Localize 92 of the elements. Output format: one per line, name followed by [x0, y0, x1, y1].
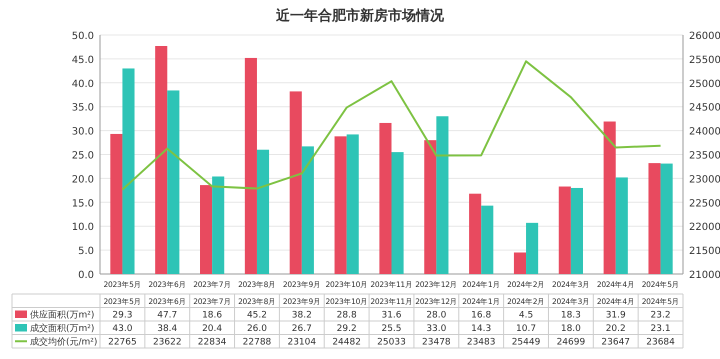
data-label: 18.6: [202, 310, 222, 320]
bar: [155, 46, 168, 274]
data-label: 16.8: [471, 310, 492, 320]
bar: [110, 134, 122, 274]
data-label: 31.9: [606, 310, 626, 320]
legend-label: 供应面积(万m²): [30, 310, 94, 320]
data-label: 18.0: [560, 324, 582, 334]
bar: [290, 91, 302, 274]
data-label: 25.5: [381, 324, 402, 334]
data-label: 26.0: [246, 324, 268, 334]
data-label: 4.5: [518, 310, 534, 320]
y2-tick-label: 21500: [689, 246, 720, 258]
bar: [302, 146, 314, 274]
data-label: 28.8: [336, 310, 357, 320]
bar: [379, 122, 392, 274]
y-tick-label: 50.0: [72, 31, 94, 42]
bar: [256, 150, 270, 274]
data-label: 20.2: [606, 324, 626, 334]
y2-tick-label: 26000: [689, 31, 720, 42]
data-label: 24482: [332, 338, 361, 348]
data-label: 22834: [198, 338, 227, 348]
y-tick-label: 5.0: [78, 246, 94, 258]
line-series: [121, 60, 662, 191]
y2-tick-label: 23000: [689, 174, 720, 186]
y-tick-label: 25.0: [72, 150, 94, 162]
data-label: 22765: [108, 338, 137, 348]
y2-tick-label: 24000: [689, 126, 720, 138]
data-label: 20.4: [202, 324, 222, 334]
data-label: 31.6: [381, 310, 402, 320]
data-label: 23622: [152, 338, 182, 348]
bar: [660, 164, 673, 274]
y-tick-label: 0.0: [78, 270, 94, 281]
bar: [616, 177, 628, 274]
data-label: 22788: [242, 338, 272, 348]
data-label: 23104: [287, 338, 316, 348]
bar: [244, 58, 257, 274]
bar: [334, 136, 347, 274]
data-label: 29.3: [112, 310, 132, 320]
bar: [122, 68, 135, 274]
y2-tick-label: 22500: [689, 198, 720, 210]
bar: [481, 206, 494, 274]
data-label: 23684: [646, 338, 676, 348]
data-label: 23647: [601, 338, 630, 348]
data-label: 23483: [466, 338, 496, 348]
bar: [514, 252, 526, 274]
bar: [558, 186, 571, 274]
bar: [469, 194, 482, 274]
data-label: 23.1: [650, 324, 671, 334]
bar: [167, 90, 180, 274]
data-label: 10.7: [516, 324, 536, 334]
y2-tick-label: 25000: [689, 78, 720, 90]
data-label: 23478: [422, 338, 451, 348]
data-label: 33.0: [426, 324, 447, 334]
y2-tick-label: 21000: [689, 270, 720, 281]
y-tick-label: 10.0: [72, 222, 94, 234]
data-label: 29.2: [336, 324, 357, 334]
y-tick-label: 40.0: [72, 78, 94, 90]
legend-label: 成交面积(万m²): [30, 323, 94, 334]
data-label: 43.0: [112, 324, 133, 334]
data-label: 25449: [512, 338, 541, 348]
y2-tick-label: 23500: [689, 150, 720, 162]
data-label: 14.3: [471, 324, 492, 334]
bar: [648, 163, 661, 274]
data-label: 47.7: [157, 310, 178, 320]
bar: [526, 222, 538, 274]
data-label: 23.2: [650, 310, 671, 320]
y2-tick-label: 24500: [689, 102, 720, 114]
bar: [212, 176, 224, 274]
chart-title: 近一年合肥市新房市场情况: [275, 7, 445, 24]
y-tick-label: 15.0: [72, 198, 94, 210]
y-tick-label: 30.0: [72, 126, 94, 138]
bar: [604, 122, 616, 274]
data-label: 38.2: [292, 310, 312, 320]
y-tick-label: 20.0: [72, 174, 94, 186]
data-label: 18.3: [560, 310, 581, 320]
y2-tick-label: 25500: [689, 54, 720, 66]
data-label: 24699: [556, 338, 586, 348]
data-label: 45.2: [246, 310, 267, 320]
legend-label: 成交均价(元/m²): [30, 336, 98, 348]
bar: [570, 188, 583, 274]
y2-tick-label: 22000: [689, 222, 720, 234]
bar: [424, 140, 436, 274]
data-label: 38.4: [157, 324, 178, 334]
data-label: 25033: [377, 338, 406, 348]
bar: [200, 185, 212, 274]
bar: [392, 152, 404, 274]
bar: [436, 116, 448, 274]
data-label: 26.7: [292, 324, 312, 334]
y-tick-label: 35.0: [72, 102, 94, 114]
data-label: 28.0: [426, 310, 447, 320]
y-tick-label: 45.0: [72, 54, 94, 66]
bar: [346, 134, 359, 274]
